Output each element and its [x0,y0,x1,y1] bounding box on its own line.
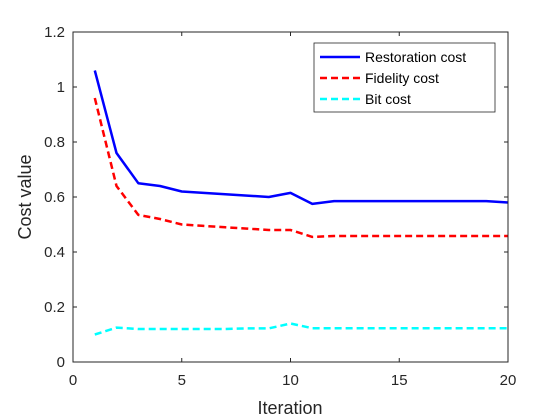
y-tick-label: 1 [57,79,65,96]
y-tick-label: 0.4 [44,244,65,261]
x-tick-label: 10 [282,372,299,389]
y-tick-label: 0.2 [44,299,65,316]
y-tick-label: 0 [57,354,65,371]
legend: Restoration cost Fidelity cost Bit cost [313,42,496,113]
x-tick-label: 5 [178,372,186,389]
tick-layer: 0 5 10 15 20 0 0.2 0.4 0.6 0.8 1 1.2 [44,24,516,389]
legend-label-2: Bit cost [365,91,411,107]
y-tick-label: 0.6 [44,189,65,206]
series-line-2 [94,322,508,336]
series-line-1 [93,97,508,239]
y-tick-label: 1.2 [44,24,65,41]
legend-label-1: Fidelity cost [365,70,439,86]
legend-entries: Restoration cost Fidelity cost Bit cost [320,49,466,107]
x-tick-label: 20 [500,372,517,389]
x-tick-label: 15 [391,372,408,389]
x-axis-title: Iteration [257,398,322,418]
series-line-0 [93,70,509,206]
series-layer [93,70,509,336]
y-tick-label: 0.8 [44,134,65,151]
legend-label-0: Restoration cost [365,49,466,65]
y-axis-title: Cost value [15,154,35,239]
x-tick-label: 0 [69,372,77,389]
